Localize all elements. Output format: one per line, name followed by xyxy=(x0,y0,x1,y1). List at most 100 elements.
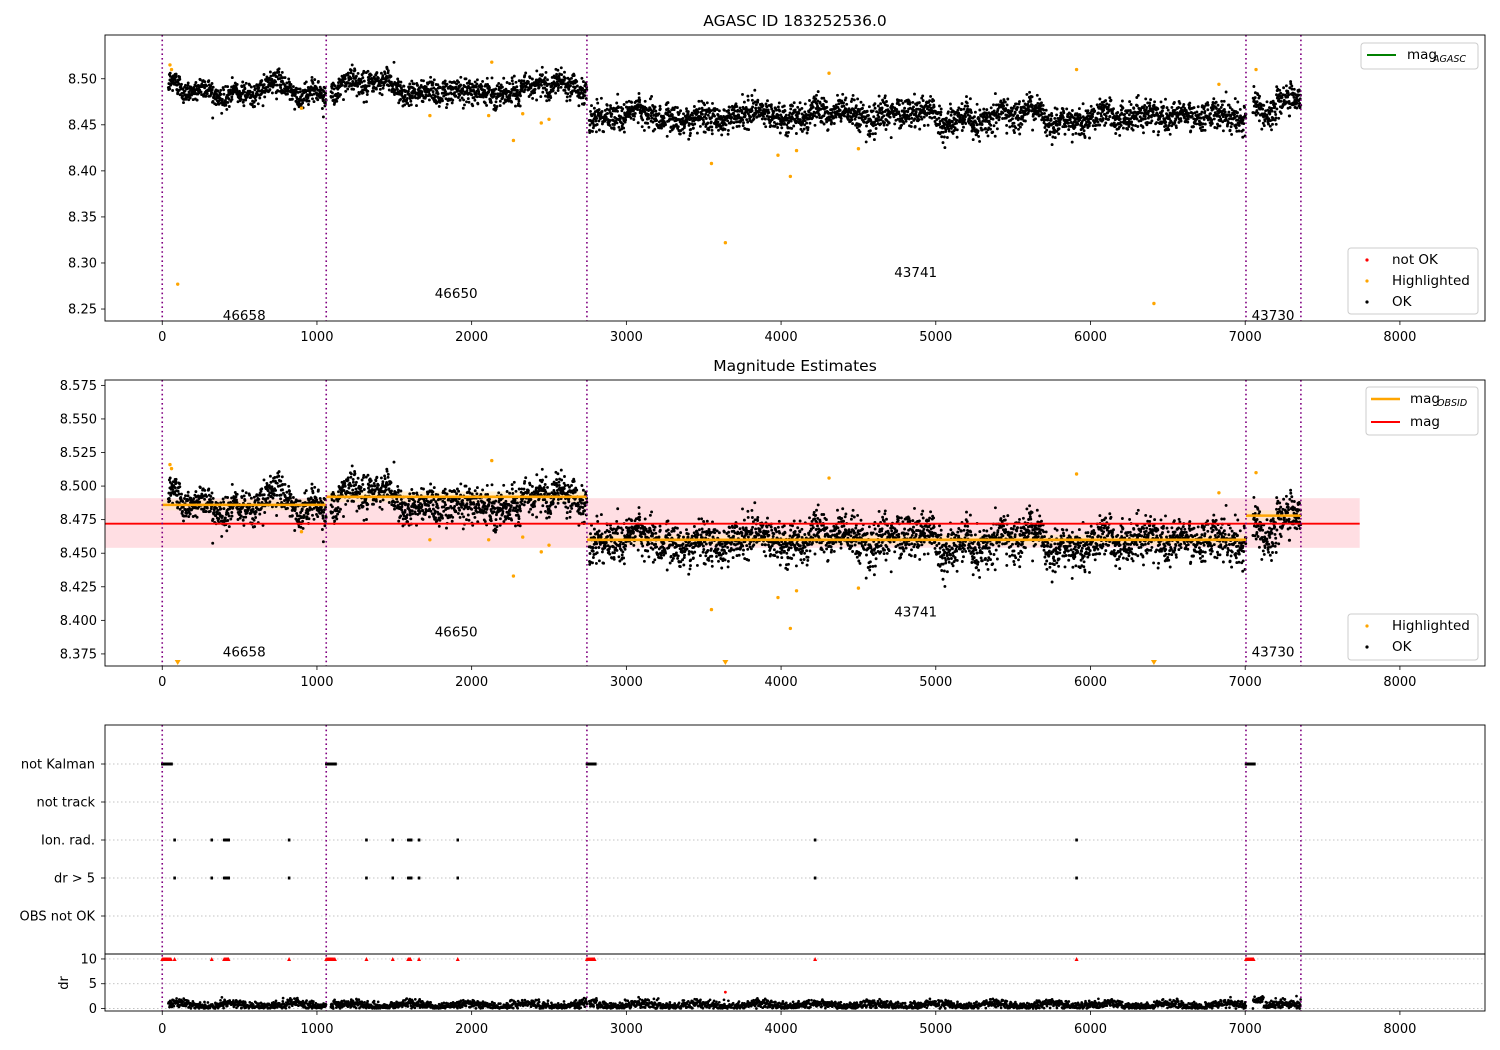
ok-point xyxy=(687,122,691,126)
ok-point xyxy=(392,60,396,64)
ok-point xyxy=(1188,104,1191,108)
ok-point xyxy=(608,123,612,127)
ok-point xyxy=(665,134,669,138)
ok-point xyxy=(230,95,234,99)
ok-point xyxy=(776,126,780,129)
ok-point xyxy=(622,126,626,130)
ok-point xyxy=(498,99,502,103)
ok-point xyxy=(195,515,199,519)
ok-point xyxy=(277,67,281,71)
highlighted-point xyxy=(1152,301,1156,306)
ok-point xyxy=(312,100,316,104)
ok-point xyxy=(1042,108,1046,112)
ok-point xyxy=(985,130,988,134)
ok-point xyxy=(873,102,877,106)
ok-point xyxy=(454,94,458,98)
ok-point xyxy=(605,103,609,107)
ok-point xyxy=(436,83,440,87)
ok-point xyxy=(766,99,769,103)
ok-point xyxy=(1238,107,1242,111)
ok-point xyxy=(955,135,959,139)
ok-point xyxy=(872,115,876,119)
ok-point xyxy=(1168,132,1172,136)
ok-point xyxy=(427,90,431,94)
ok-point xyxy=(222,92,226,96)
ok-point xyxy=(1048,130,1052,134)
ok-point xyxy=(617,105,621,109)
ok-point xyxy=(291,85,295,89)
ok-point xyxy=(171,89,175,92)
ok-point xyxy=(1045,134,1049,138)
ok-point xyxy=(568,98,572,102)
ok-point xyxy=(209,498,212,502)
ok-point xyxy=(1165,106,1169,110)
ok-point xyxy=(888,115,892,119)
ok-point xyxy=(533,91,537,95)
ok-point xyxy=(877,94,881,98)
ok-point xyxy=(867,105,871,109)
ok-point xyxy=(1078,113,1082,117)
ok-point xyxy=(1128,100,1132,104)
ok-point xyxy=(836,93,839,97)
legend-mag-agasc-sub: AGASC xyxy=(1432,54,1466,65)
ok-point xyxy=(792,124,796,128)
ok-point xyxy=(411,96,415,100)
ok-point xyxy=(262,493,266,497)
ok-point xyxy=(332,87,336,91)
ok-point xyxy=(1126,127,1130,131)
ok-point xyxy=(724,123,728,127)
ok-point xyxy=(651,110,655,113)
ok-point xyxy=(1017,127,1020,131)
panel-agasc-legend-top: mag AGASC xyxy=(1360,42,1479,70)
ok-points xyxy=(166,60,1303,150)
ok-point xyxy=(174,477,178,481)
ok-point xyxy=(333,84,337,88)
ok-point xyxy=(842,101,845,105)
ok-point xyxy=(275,97,279,101)
ok-point xyxy=(362,69,366,73)
ok-point xyxy=(226,496,230,499)
ok-point xyxy=(227,514,231,518)
ok-point xyxy=(883,94,887,98)
ok-point xyxy=(244,515,248,519)
ok-point xyxy=(502,76,506,80)
ok-point xyxy=(181,87,185,91)
ok-point xyxy=(1255,109,1259,113)
ok-point xyxy=(262,73,266,76)
y-tick-label: 8.45 xyxy=(68,118,97,133)
ok-point xyxy=(977,134,981,138)
ok-point xyxy=(858,130,862,134)
ok-point xyxy=(1187,112,1190,115)
ok-point xyxy=(710,132,714,136)
ok-point xyxy=(209,494,213,498)
ok-point xyxy=(1055,107,1059,111)
ok-point xyxy=(1164,97,1167,101)
ok-point xyxy=(1136,125,1140,128)
ok-point xyxy=(921,99,925,103)
ok-point xyxy=(279,73,283,77)
ok-point xyxy=(632,118,636,121)
ok-point xyxy=(279,83,283,87)
ok-point xyxy=(1045,128,1049,132)
ok-point xyxy=(234,495,238,499)
ok-point xyxy=(1108,96,1112,100)
ok-point xyxy=(1107,117,1111,121)
ok-point xyxy=(885,100,888,103)
ok-point xyxy=(1142,131,1145,135)
ok-point xyxy=(956,108,960,112)
ok-point xyxy=(378,87,382,91)
ok-point xyxy=(412,82,416,86)
ok-point xyxy=(968,97,972,101)
ok-point xyxy=(226,85,230,89)
ok-point xyxy=(595,116,599,120)
ok-point xyxy=(922,124,926,127)
ok-point xyxy=(356,84,360,88)
ok-point xyxy=(254,510,258,514)
ok-point xyxy=(1277,116,1281,120)
ok-point xyxy=(289,83,293,86)
ok-point xyxy=(183,89,187,93)
ok-point xyxy=(1241,128,1245,132)
ok-point xyxy=(1203,128,1207,132)
ok-point xyxy=(230,511,234,514)
ok-point xyxy=(1172,101,1176,104)
